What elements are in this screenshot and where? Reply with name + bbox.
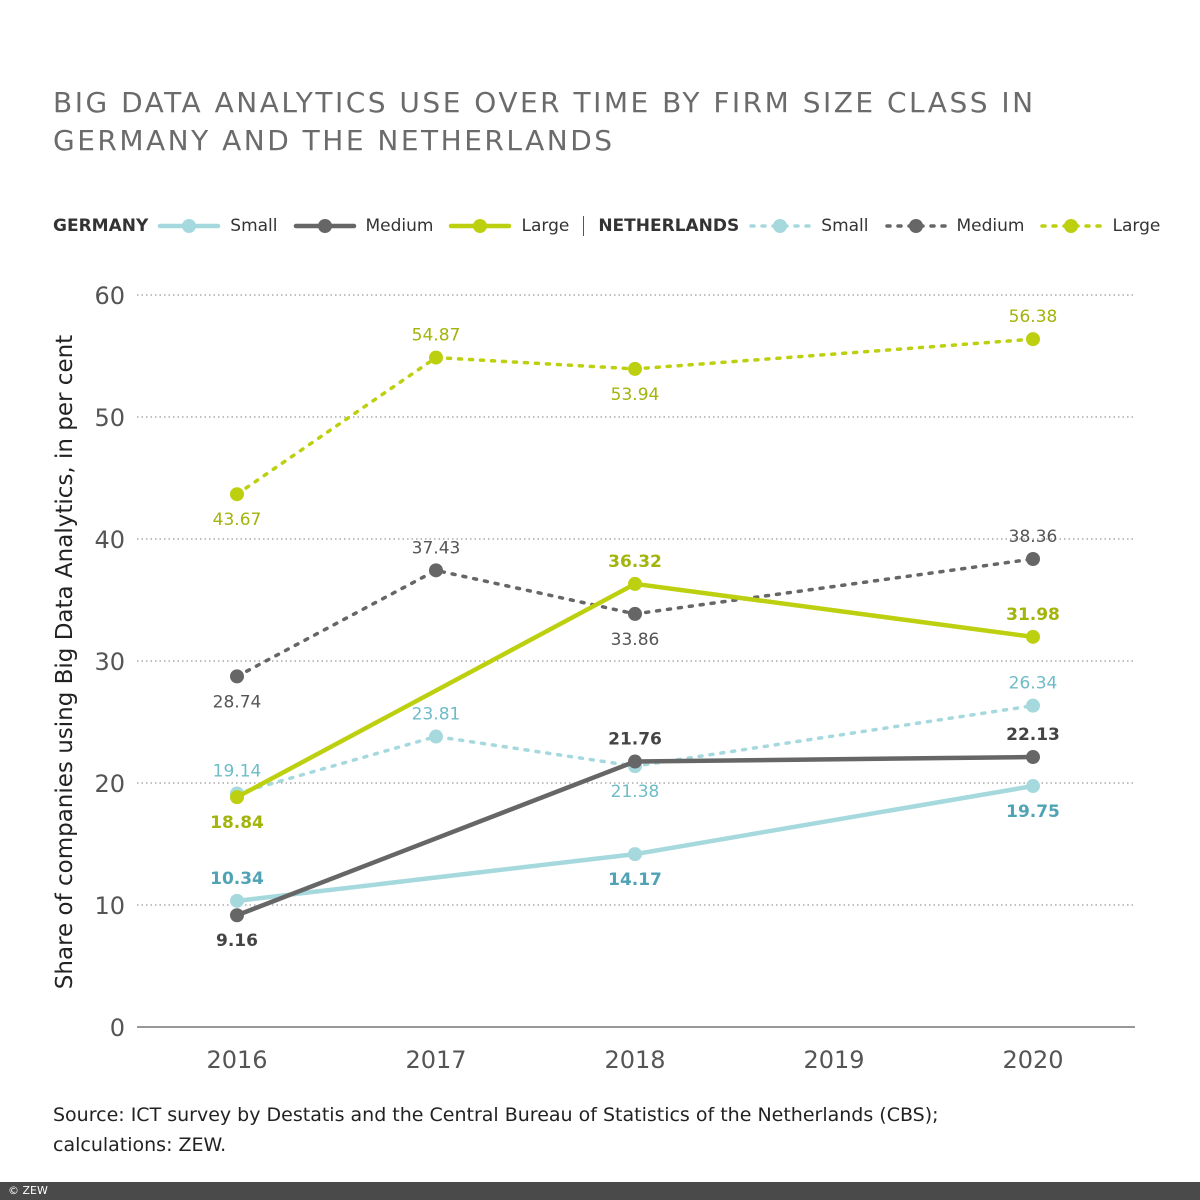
- data-point: [230, 908, 244, 923]
- data-label: 21.76: [608, 730, 662, 750]
- legend-item-label: Small: [821, 216, 869, 236]
- data-label: 19.14: [213, 761, 262, 781]
- source-line-2: calculations: ZEW.: [53, 1134, 227, 1156]
- data-point: [1026, 779, 1040, 794]
- title-line-2: GERMANY AND THE NETHERLANDS: [53, 124, 615, 157]
- data-label: 28.74: [213, 692, 262, 712]
- x-tick-label: 2017: [405, 1046, 466, 1074]
- y-tick-label: 50: [94, 404, 125, 432]
- data-point: [230, 893, 244, 908]
- legend-item-label: Small: [230, 216, 278, 236]
- legend-separator: [583, 216, 585, 236]
- data-point: [1026, 552, 1040, 567]
- legend-item-label: Medium: [956, 216, 1025, 236]
- data-point: [628, 847, 642, 862]
- y-tick-label: 40: [94, 526, 125, 554]
- data-point: [429, 350, 443, 365]
- data-point: [230, 790, 244, 805]
- data-point: [429, 729, 443, 744]
- legend-swatch: [884, 219, 947, 233]
- data-label: 43.67: [213, 510, 262, 530]
- data-label: 54.87: [412, 326, 461, 346]
- legend-group-label: GERMANY: [53, 216, 149, 236]
- y-tick-label: 20: [94, 770, 125, 798]
- series-netherlands-medium: 28.74 37.43 33.86 38.36: [213, 527, 1058, 712]
- data-point: [230, 669, 244, 684]
- data-point: [628, 361, 642, 376]
- legend-swatch: [1040, 219, 1103, 233]
- data-label: 19.75: [1006, 802, 1060, 822]
- x-tick-label: 2018: [604, 1046, 665, 1074]
- data-label: 38.36: [1009, 527, 1058, 547]
- data-label: 22.13: [1006, 725, 1060, 745]
- data-point: [1026, 332, 1040, 347]
- data-point: [1026, 629, 1040, 644]
- source-line-1: Source: ICT survey by Destatis and the C…: [53, 1104, 939, 1126]
- y-tick-label: 60: [94, 282, 125, 310]
- data-point: [1026, 698, 1040, 713]
- legend-swatch: [749, 219, 812, 233]
- series-line: [235, 337, 1035, 496]
- chart-title: BIG DATA ANALYTICS USE OVER TIME BY FIRM…: [53, 84, 1036, 160]
- data-label: 37.43: [412, 538, 461, 558]
- x-tick-label: 2020: [1002, 1046, 1063, 1074]
- data-point: [628, 576, 642, 591]
- legend-item-label: Medium: [365, 216, 434, 236]
- series-germany-medium: 9.16 21.76 22.13: [216, 725, 1060, 951]
- data-point: [230, 487, 244, 502]
- data-label: 31.98: [1006, 605, 1060, 625]
- legend-item-label: Large: [1112, 216, 1161, 236]
- legend-swatch: [449, 219, 512, 233]
- source-note: Source: ICT survey by Destatis and the C…: [53, 1100, 939, 1160]
- data-label: 18.84: [210, 813, 264, 833]
- y-tick-label: 30: [94, 648, 125, 676]
- legend-item-label: Large: [521, 216, 570, 236]
- y-axis-label: Share of companies using Big Data Analyt…: [52, 335, 78, 989]
- data-point: [1026, 750, 1040, 765]
- data-point: [628, 754, 642, 769]
- data-label: 53.94: [611, 385, 660, 405]
- y-tick-label: 0: [110, 1014, 125, 1042]
- data-label: 10.34: [210, 869, 264, 889]
- data-label: 36.32: [608, 552, 662, 572]
- x-tick-label: 2019: [803, 1046, 864, 1074]
- series-netherlands-large: 43.67 54.87 53.94 56.38: [213, 307, 1058, 530]
- series-line: [235, 703, 1035, 796]
- series-germany-large: 18.84 36.32 31.98: [210, 552, 1060, 833]
- data-label: 26.34: [1009, 674, 1058, 694]
- series-line: [235, 557, 1035, 679]
- data-label: 33.86: [611, 630, 660, 650]
- data-label: 23.81: [412, 705, 461, 725]
- line-chart: 0 10 20 30 40 50 60 2016 2017 2018 2019 2020 Share o…: [52, 282, 1135, 1074]
- legend-swatch: [293, 219, 356, 233]
- data-label: 14.17: [608, 870, 662, 890]
- title-line-1: BIG DATA ANALYTICS USE OVER TIME BY FIRM…: [53, 86, 1036, 119]
- data-point: [628, 606, 642, 621]
- data-point: [429, 563, 443, 578]
- x-tick-label: 2016: [206, 1046, 267, 1074]
- legend: GERMANY Small Medium Large NETHERLANDS Small M…: [53, 212, 1174, 240]
- series-germany-small: 10.34 14.17 19.75: [210, 779, 1060, 908]
- copyright-footer: © ZEW: [0, 1182, 1200, 1200]
- data-label: 56.38: [1009, 307, 1058, 327]
- legend-group-label: NETHERLANDS: [598, 216, 740, 236]
- data-label: 21.38: [611, 782, 660, 802]
- legend-swatch: [158, 219, 221, 233]
- data-label: 9.16: [216, 931, 258, 951]
- series-line: [234, 754, 1036, 918]
- y-tick-label: 10: [94, 892, 125, 920]
